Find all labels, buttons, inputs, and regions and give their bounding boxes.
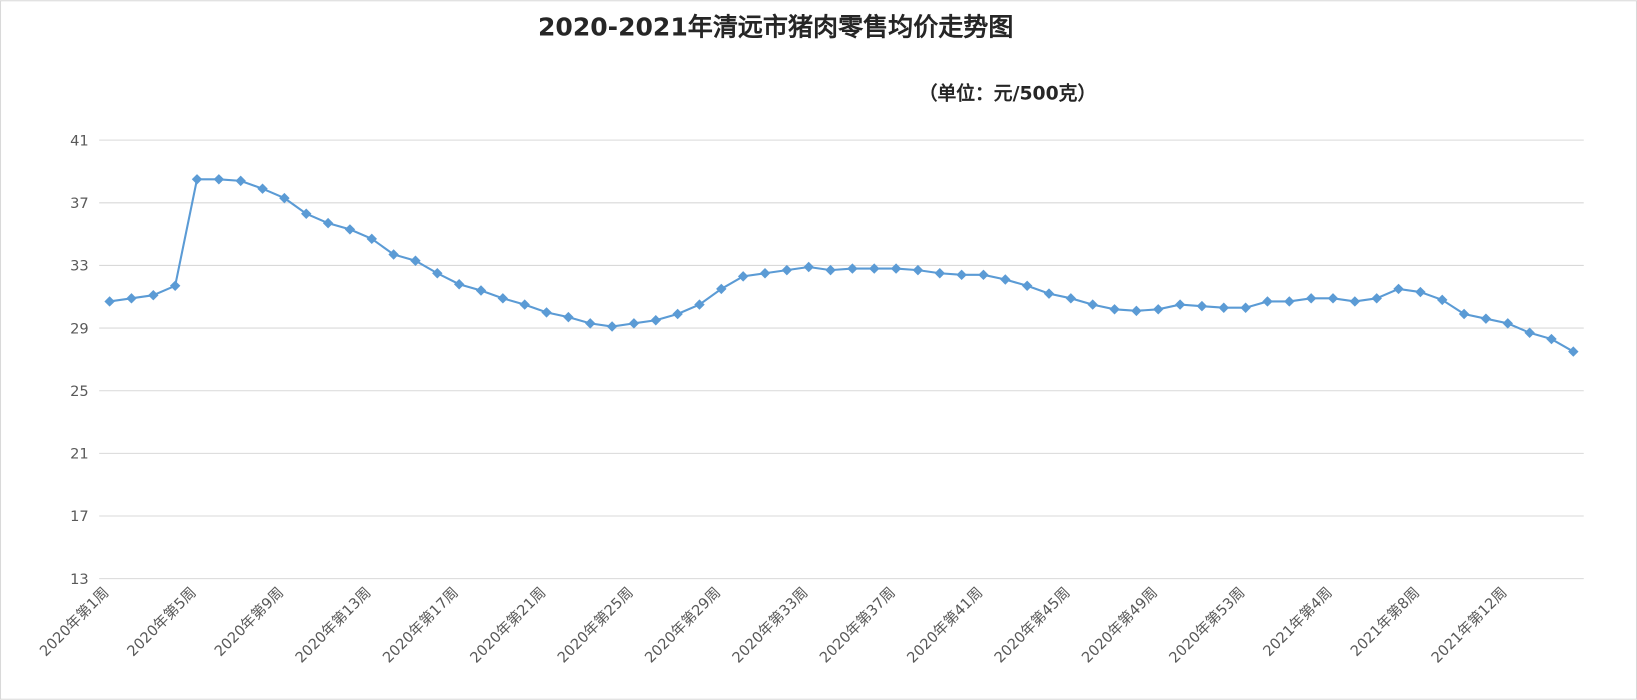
data-point: [1087, 299, 1098, 310]
data-point: [301, 208, 312, 219]
data-point: [1043, 288, 1055, 299]
y-tick-label: 33: [70, 258, 89, 275]
data-point: [1000, 274, 1011, 285]
data-point: [191, 174, 203, 185]
data-point: [104, 296, 115, 307]
data-point: [432, 268, 443, 279]
data-point: [890, 263, 902, 274]
data-point: [322, 217, 334, 229]
y-tick-label: 29: [70, 320, 89, 337]
data-point: [606, 321, 618, 332]
data-point: [453, 279, 465, 290]
data-point: [1305, 293, 1317, 304]
data-point: [257, 183, 268, 194]
data-point: [213, 174, 225, 185]
y-tick-label: 25: [70, 383, 89, 400]
data-point: [1349, 296, 1361, 307]
data-point: [344, 224, 356, 235]
data-point: [1415, 286, 1426, 298]
data-point: [781, 264, 793, 276]
data-point: [1131, 305, 1142, 317]
data-point: [519, 299, 530, 310]
data-point: [803, 261, 814, 273]
data-point: [1065, 293, 1077, 304]
data-point: [475, 285, 487, 296]
chart-subtitle: （单位：元/500克）: [919, 81, 1097, 104]
data-point: [1371, 293, 1382, 304]
data-point: [1524, 327, 1535, 338]
data-point: [869, 263, 880, 274]
data-point: [694, 299, 705, 310]
y-tick-label: 21: [70, 446, 89, 463]
data-point: [497, 293, 509, 304]
data-point: [126, 293, 137, 304]
data-point: [1021, 280, 1033, 292]
chart-title: 2020-2021年清远市猪肉零售均价走势图: [538, 13, 1013, 42]
data-point: [279, 192, 290, 204]
y-tick-label: 37: [70, 195, 89, 212]
data-point: [934, 268, 945, 279]
data-point: [1480, 313, 1492, 324]
data-point: [169, 280, 181, 292]
data-point: [1502, 318, 1513, 329]
y-tick-label: 41: [70, 132, 89, 149]
data-point: [1218, 302, 1229, 313]
data-point: [978, 269, 989, 281]
data-point: [541, 307, 552, 318]
data-point: [148, 289, 159, 301]
y-tick-label: 17: [70, 508, 89, 525]
data-point: [1546, 333, 1557, 345]
data-point: [956, 269, 967, 281]
data-point: [847, 263, 858, 274]
y-tick-label: 13: [70, 571, 89, 588]
data-point: [366, 233, 377, 245]
data-point: [235, 175, 246, 187]
data-point: [1240, 302, 1251, 313]
data-point: [1196, 300, 1208, 312]
data-point: [388, 249, 399, 260]
data-point: [912, 264, 924, 276]
